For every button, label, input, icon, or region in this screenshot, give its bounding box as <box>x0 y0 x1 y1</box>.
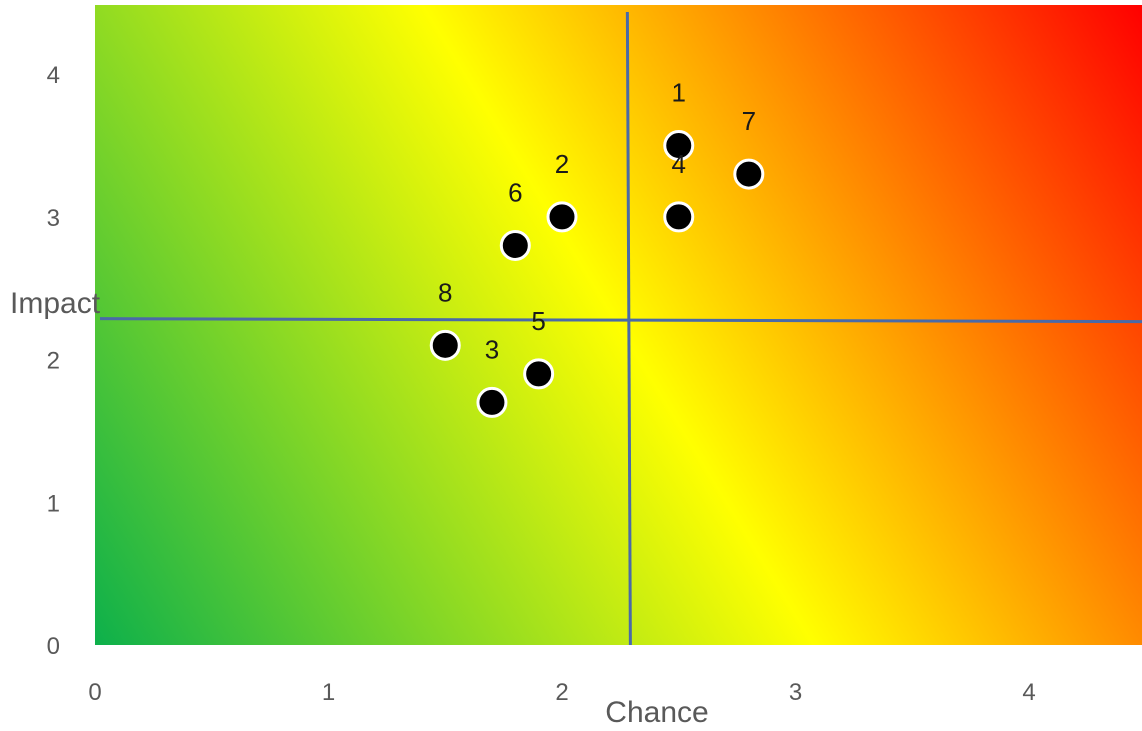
data-point-label: 8 <box>438 277 452 307</box>
data-point-label: 6 <box>508 177 522 207</box>
data-point-label: 2 <box>555 149 569 179</box>
x-axis-ticks: 0 1 2 3 4 <box>88 679 1035 706</box>
y-tick-label: 2 <box>47 348 60 375</box>
data-point-label: 7 <box>742 106 756 136</box>
y-tick-label: 1 <box>47 490 60 517</box>
data-point-label: 4 <box>672 149 686 179</box>
data-point-marker <box>733 158 765 190</box>
y-tick-label: 3 <box>47 205 60 232</box>
x-tick-label: 0 <box>88 679 101 706</box>
quadrant-line-horizontal <box>99 317 1142 324</box>
data-point-label: 1 <box>672 78 686 108</box>
x-tick-label: 1 <box>322 679 335 706</box>
data-point-marker <box>429 329 461 361</box>
quadrant-line-vertical <box>625 11 632 646</box>
data-point-label: 5 <box>531 306 545 336</box>
y-tick-label: 0 <box>47 633 60 660</box>
data-point-marker <box>663 130 695 162</box>
y-axis-title: Impact <box>10 287 101 320</box>
x-tick-label: 3 <box>789 679 802 706</box>
data-point-label: 3 <box>485 334 499 364</box>
y-tick-label: 4 <box>47 62 60 89</box>
data-points: 1 2 3 4 5 6 7 8 <box>429 78 765 418</box>
x-tick-label: 2 <box>555 679 568 706</box>
plot-area-background <box>95 5 1142 645</box>
data-point-marker <box>476 386 508 418</box>
x-tick-label: 4 <box>1022 679 1035 706</box>
data-point-marker <box>663 201 695 233</box>
data-point-marker <box>499 229 531 261</box>
y-axis-ticks: 0 1 2 3 4 <box>47 62 60 660</box>
data-point-marker <box>523 358 555 390</box>
data-point-marker <box>546 201 578 233</box>
x-axis-title: Chance <box>605 696 708 729</box>
